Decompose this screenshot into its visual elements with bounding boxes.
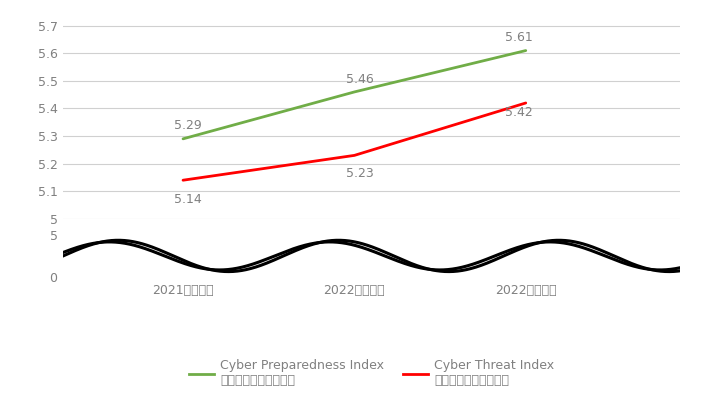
Text: 5.42: 5.42: [505, 106, 533, 119]
Text: 5.23: 5.23: [346, 167, 374, 180]
Text: 5.61: 5.61: [505, 31, 533, 45]
Legend: Cyber Preparedness Index
（サイバー予防指数）, Cyber Threat Index
（サイバー脅威指数）: Cyber Preparedness Index （サイバー予防指数）, Cyb…: [184, 354, 559, 392]
Text: 5.46: 5.46: [346, 73, 374, 86]
Text: 5.29: 5.29: [175, 119, 202, 132]
Text: 5.14: 5.14: [175, 193, 202, 206]
